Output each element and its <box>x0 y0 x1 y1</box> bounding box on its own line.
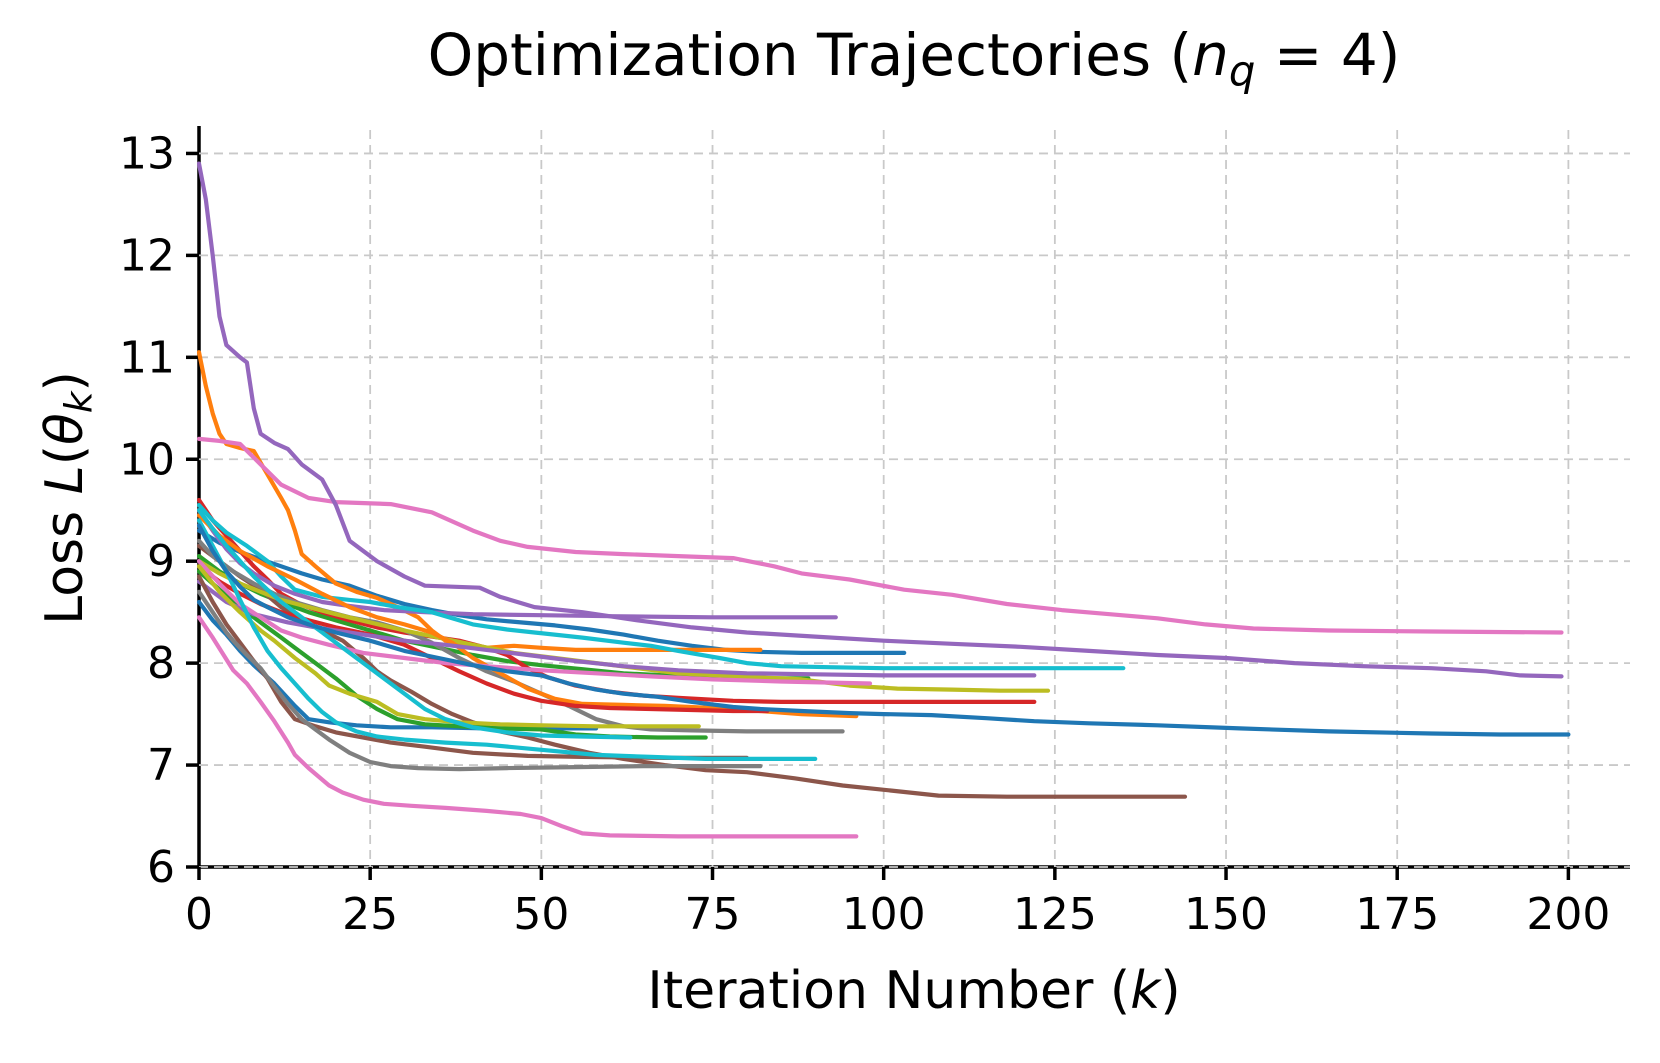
y-tick-label: 11 <box>119 332 175 383</box>
x-tick-label: 200 <box>1526 889 1610 940</box>
trajectory-run-purple-c <box>197 579 1037 678</box>
trajectory-run-cyan-c <box>197 508 633 740</box>
chart-title: Optimization Trajectories (nq = 4) <box>428 21 1401 95</box>
trajectory-run-pink-a <box>197 436 1564 635</box>
x-axis-label: Iteration Number (k) <box>647 961 1180 1021</box>
y-tick-label: 9 <box>147 536 175 587</box>
y-axis-label: Loss L(θk) <box>35 371 100 625</box>
trajectory-run-gray-b <box>197 589 763 772</box>
trajectory-run-orange-a <box>197 350 763 653</box>
y-tick-label: 13 <box>119 128 175 179</box>
trajectories <box>197 161 1571 839</box>
trajectory-run-brown-b <box>197 574 749 761</box>
tick-marks <box>186 151 1571 880</box>
y-tick-label: 8 <box>147 638 175 689</box>
x-tick-label: 0 <box>185 889 213 940</box>
trajectory-run-blue-a <box>197 523 1571 737</box>
y-tick-label: 10 <box>119 434 175 485</box>
y-tick-label: 12 <box>119 230 175 281</box>
grid-lines <box>199 130 1630 868</box>
trajectory-run-purple-a <box>197 161 1564 679</box>
y-tick-label: 7 <box>147 740 175 791</box>
x-tick-label: 150 <box>1184 889 1268 940</box>
axes-spines <box>197 126 1630 869</box>
trajectory-run-pink-b <box>197 615 859 839</box>
trajectory-run-cyan-b <box>197 518 818 762</box>
trajectory-run-olive-b <box>197 564 701 729</box>
x-tick-label: 25 <box>342 889 398 940</box>
x-tick-label: 100 <box>842 889 926 940</box>
x-tick-label: 75 <box>685 889 741 940</box>
x-tick-label: 125 <box>1013 889 1097 940</box>
trajectory-run-pink-c <box>197 559 873 686</box>
trajectory-run-orange-b <box>197 513 859 719</box>
tick-labels: 0 25 50 75 100 125 150 175 200 6 7 8 9 10 11 12 13 <box>119 128 1610 940</box>
x-tick-label: 175 <box>1355 889 1439 940</box>
y-tick-label: 6 <box>147 842 175 893</box>
x-tick-label: 50 <box>513 889 569 940</box>
